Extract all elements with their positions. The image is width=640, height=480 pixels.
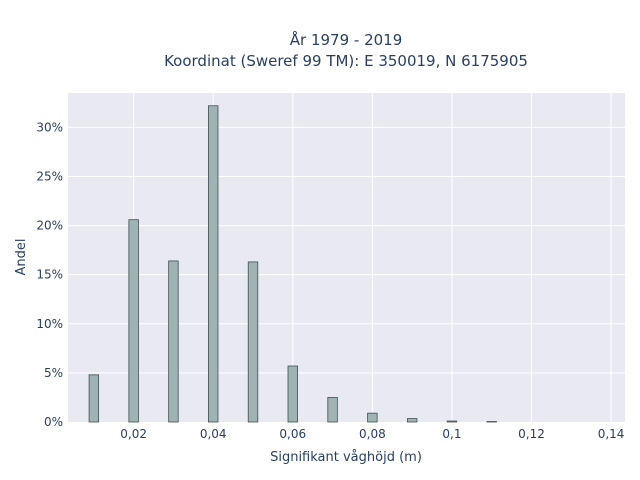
y-tick-label: 20% [36, 219, 63, 233]
x-tick-label: 0,02 [120, 427, 147, 441]
histogram-bar [367, 412, 378, 423]
bars [88, 105, 497, 423]
x-tick-labels: 0,02 0,04 0,06 0,08 0,1 0,12 0,14 [120, 427, 624, 441]
x-axis-label: Signifikant våghöjd (m) [270, 450, 422, 465]
histogram-bar [486, 421, 497, 423]
x-tick-label: 0,1 [442, 427, 461, 441]
y-tick-label: 30% [36, 120, 63, 134]
histogram-bar [406, 418, 418, 423]
chart-subtitle: Koordinat (Sweref 99 TM): E 350019, N 61… [164, 52, 528, 70]
histogram-bar [168, 260, 179, 423]
x-tick-label: 0,04 [200, 427, 227, 441]
histogram-bar [247, 261, 259, 423]
chart-title: År 1979 - 2019 [290, 30, 403, 49]
y-tick-label: 10% [36, 317, 63, 331]
y-tick-labels: 0% 5% 10% 15% 20% 25% 30% [36, 120, 63, 429]
y-tick-label: 25% [36, 169, 63, 183]
x-tick-label: 0,12 [518, 427, 545, 441]
y-tick-label: 15% [36, 268, 63, 282]
histogram-bar [446, 420, 458, 423]
histogram-bar [287, 365, 298, 423]
y-tick-label: 5% [44, 366, 63, 380]
x-tick-label: 0,08 [359, 427, 386, 441]
y-axis-label: Andel [14, 239, 29, 276]
histogram-bar [128, 219, 139, 423]
y-tick-label: 0% [44, 415, 63, 429]
histogram-bar [327, 397, 338, 423]
x-tick-label: 0,06 [279, 427, 306, 441]
histogram-bar [208, 105, 219, 423]
plot-area [68, 93, 625, 422]
x-tick-label: 0,14 [598, 427, 625, 441]
histogram-bar [88, 374, 100, 423]
